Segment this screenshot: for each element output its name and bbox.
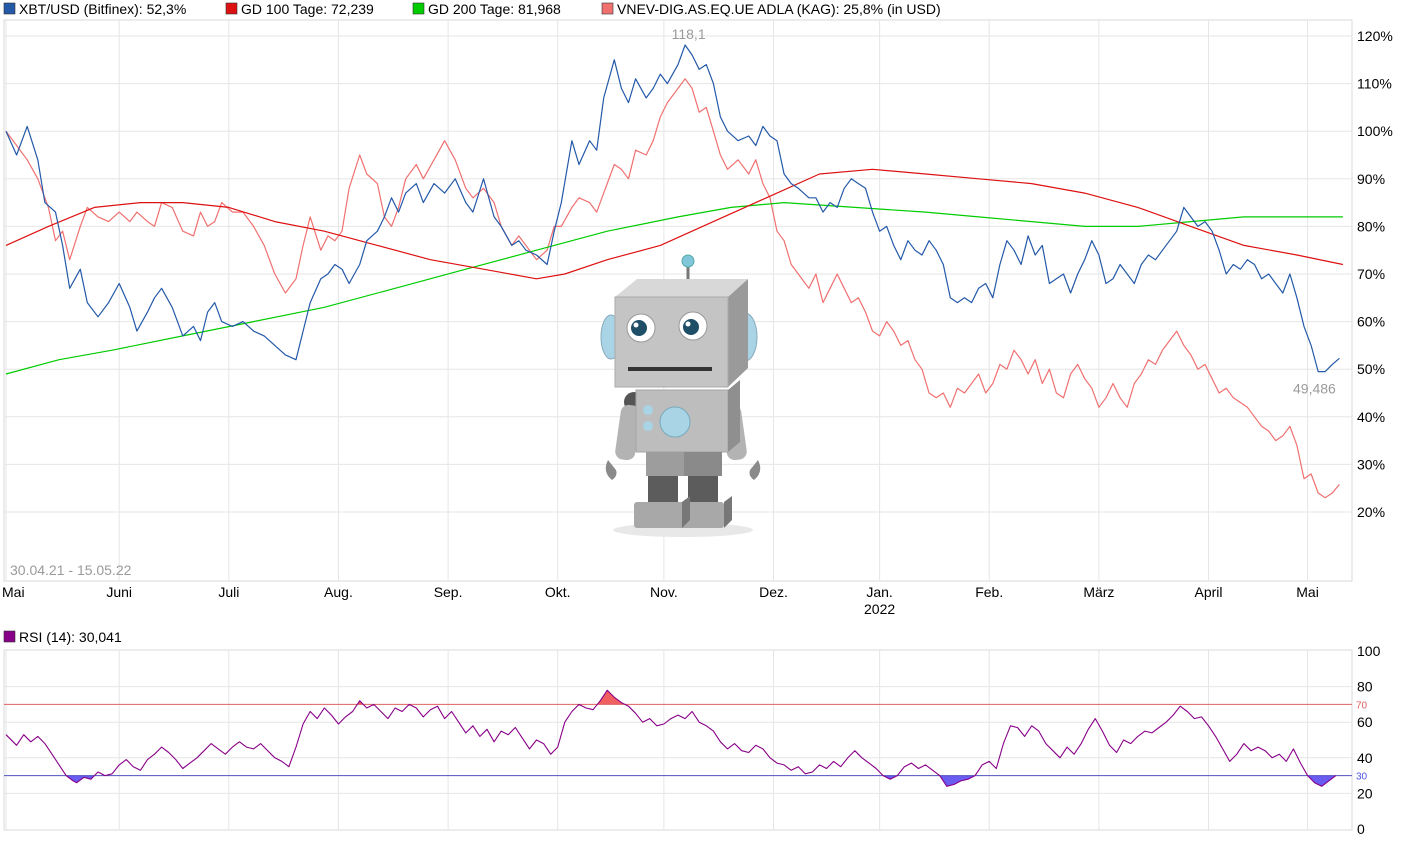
rsi-threshold-lines: 70 30 — [4, 700, 1368, 783]
main-x-tick-label: Mai — [2, 584, 25, 600]
main-y-axis: 20% 30% 40% 50% 60% 70% 80% 90% 100% 110% 120% — [1357, 28, 1393, 520]
main-series — [5, 44, 1344, 499]
rsi-oversold-fill — [1307, 775, 1336, 787]
legend-label: XBT/USD (Bitfinex): 52,3% — [19, 1, 186, 17]
rsi-grid — [4, 650, 1352, 830]
legend-label: GD 200 Tage: 81,968 — [428, 1, 561, 17]
rsi-legend: RSI (14): 30,041 — [3, 629, 122, 645]
main-y-tick-label: 50% — [1357, 361, 1385, 377]
main-y-tick-label: 110% — [1357, 76, 1392, 92]
rsi-series — [5, 689, 1337, 787]
main-y-tick-label: 120% — [1357, 28, 1393, 44]
series-line-2 — [5, 202, 1343, 375]
main-x-tick-label: Feb. — [975, 584, 1003, 600]
rsi-y-tick-label: 20 — [1357, 785, 1373, 801]
main-y-tick-label: 40% — [1357, 409, 1385, 425]
legend-label: GD 100 Tage: 72,239 — [241, 1, 374, 17]
rsi-overbought-fill — [597, 690, 625, 705]
main-annotations: 118,1 49,486 — [672, 26, 1336, 397]
rsi-oversold-fill — [66, 775, 95, 783]
legend-swatch — [412, 2, 425, 15]
main-x-tick-label: Juni — [106, 584, 132, 600]
rsi-y-tick-label: 80 — [1357, 679, 1373, 695]
rsi-y-tick-label: 100 — [1357, 643, 1381, 659]
legend-swatch — [601, 2, 614, 15]
main-y-tick-label: 60% — [1357, 314, 1385, 330]
rsi-y-tick-label: 60 — [1357, 714, 1373, 730]
rsi-legend-label: RSI (14): 30,041 — [19, 629, 122, 645]
main-annotation: 118,1 — [672, 26, 706, 42]
main-legend: XBT/USD (Bitfinex): 52,3% GD 100 Tage: 72… — [3, 1, 941, 17]
rsi-y-tick-label: 0 — [1357, 821, 1365, 837]
main-y-tick-label: 70% — [1357, 266, 1385, 282]
rsi-legend-swatch — [3, 630, 16, 643]
main-x-tick-label: Nov. — [650, 584, 678, 600]
main-x-tick-label: Okt. — [545, 584, 571, 600]
main-y-tick-label: 90% — [1357, 171, 1385, 187]
rsi-threshold-fills — [66, 690, 1336, 787]
series-line-3 — [5, 78, 1340, 499]
main-year-label: 2022 — [864, 601, 895, 617]
main-y-tick-label: 20% — [1357, 504, 1385, 520]
rsi-overbought-label: 70 — [1356, 700, 1368, 711]
rsi-y-tick-label: 40 — [1357, 750, 1373, 766]
series-line-1 — [5, 168, 1344, 280]
robot-mascot-icon — [600, 254, 761, 537]
legend-label: VNEV-DIG.AS.EQ.UE ADLA (KAG): 25,8% (in … — [617, 1, 941, 17]
main-x-tick-label: Juli — [218, 584, 239, 600]
rsi-oversold-fill — [939, 775, 976, 787]
rsi-y-axis: 0 20 40 60 80 100 — [1357, 643, 1381, 837]
date-range-label: 30.04.21 - 15.05.22 — [10, 562, 132, 578]
rsi-plot-frame — [3, 649, 1353, 831]
main-x-tick-label: Sep. — [434, 584, 463, 600]
main-y-tick-label: 80% — [1357, 218, 1385, 234]
main-y-tick-label: 100% — [1357, 123, 1393, 139]
main-x-tick-label: Aug. — [324, 584, 353, 600]
legend-swatch — [3, 2, 16, 15]
main-x-tick-label: Dez. — [759, 584, 788, 600]
main-x-tick-label: März — [1083, 584, 1114, 600]
main-x-tick-label: Mai — [1296, 584, 1319, 600]
series-line-0 — [5, 44, 1340, 373]
main-x-tick-label: April — [1195, 584, 1223, 600]
main-plot-frame — [3, 19, 1353, 582]
main-annotation: 49,486 — [1293, 381, 1336, 397]
rsi-oversold-fill — [883, 775, 898, 780]
main-grid — [4, 20, 1352, 581]
main-x-axis: Mai Juni Juli Aug. Sep. Okt. Nov. Dez. Jan. Feb. M… — [2, 584, 1319, 617]
rsi-line — [5, 689, 1337, 787]
main-y-tick-label: 30% — [1357, 456, 1385, 472]
legend-swatch — [225, 2, 238, 15]
rsi-oversold-label: 30 — [1356, 772, 1368, 783]
main-x-tick-label: Jan. — [866, 584, 892, 600]
